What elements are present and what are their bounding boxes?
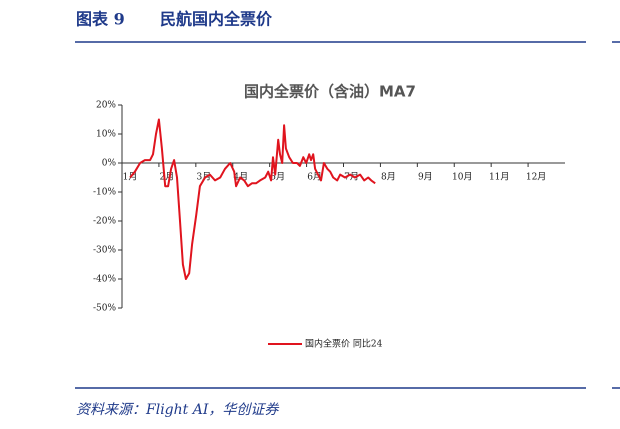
x-tick-label: 3月 <box>196 172 211 183</box>
data-line <box>129 118 376 280</box>
x-tick-label: 10月 <box>452 172 472 183</box>
y-tick-label: -40% <box>93 275 116 285</box>
y-tick-label: -50% <box>93 304 116 314</box>
x-tick-label: 2月 <box>160 172 175 183</box>
x-tick-label: 7月 <box>344 172 359 183</box>
y-tick-label: 0% <box>102 159 117 169</box>
figure-title: 民航国内全票价 <box>160 10 273 29</box>
y-tick-label: -30% <box>93 246 116 256</box>
x-tick-label: 12月 <box>526 172 546 183</box>
y-tick-label: -20% <box>93 217 116 227</box>
x-tick-label: 11月 <box>489 172 509 183</box>
legend-label: 国内全票价 同比24 <box>305 338 383 350</box>
y-tick-label: 10% <box>96 130 116 140</box>
x-tick-label: 5月 <box>270 172 285 183</box>
x-tick-label: 8月 <box>381 172 396 183</box>
figure-label: 图表 9 <box>76 10 125 29</box>
y-tick-label: -10% <box>93 188 116 198</box>
source-note: 资料来源：Flight AI，华创证券 <box>76 402 279 418</box>
y-tick-label: 20% <box>96 101 116 111</box>
x-tick-label: 9月 <box>418 172 433 183</box>
x-tick-label: 6月 <box>307 172 322 183</box>
chart-title: 国内全票价（含油）MA7 <box>244 83 416 101</box>
